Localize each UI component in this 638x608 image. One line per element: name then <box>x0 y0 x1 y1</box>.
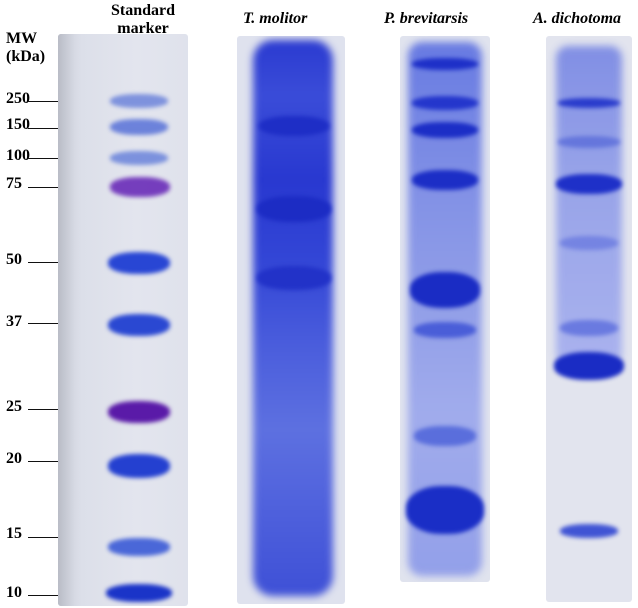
marker-band-37 <box>108 314 170 336</box>
a-dichotoma-band-4 <box>560 236 618 250</box>
t-molitor-band-mid1 <box>257 196 331 222</box>
marker-band-10 <box>106 584 172 602</box>
lane-t-molitor <box>237 36 345 604</box>
marker-band-100 <box>110 151 168 165</box>
p-brevitarsis-band-1 <box>412 58 478 70</box>
mw-label-10: 10 <box>6 584 22 601</box>
standard-marker-header-line1: Standard <box>111 2 176 19</box>
lane-a-dichotoma <box>546 36 632 602</box>
lane-header-t-molitor: T. molitor <box>243 10 308 27</box>
lane-p-brevitarsis <box>400 36 490 582</box>
t-molitor-band-mid2 <box>257 266 331 290</box>
t-molitor-band-top <box>259 116 329 136</box>
mw-label-100: 100 <box>6 147 30 164</box>
a-dichotoma-band-1 <box>558 98 620 108</box>
marker-band-20 <box>108 454 170 478</box>
a-dichotoma-band-2 <box>558 136 620 148</box>
mw-label-250: 250 <box>6 90 30 107</box>
standard-marker-header-line2: marker <box>117 20 169 37</box>
a-dichotoma-band-6 <box>554 352 624 380</box>
mw-header: MW (kDa) <box>6 30 45 66</box>
marker-band-50 <box>108 252 170 274</box>
mw-label-37: 37 <box>6 313 22 330</box>
marker-gel-strip <box>58 34 188 606</box>
p-brevitarsis-band-8 <box>406 486 484 534</box>
marker-band-15 <box>108 538 170 556</box>
mw-label-20: 20 <box>6 450 22 467</box>
p-brevitarsis-band-3 <box>412 122 478 138</box>
marker-band-250 <box>110 94 168 108</box>
marker-band-150 <box>110 119 168 135</box>
marker-band-25 <box>108 401 170 423</box>
a-dichotoma-band-7 <box>560 524 618 538</box>
mw-header-line2: (kDa) <box>6 48 46 65</box>
lane-header-a-dichotoma: A. dichotoma <box>533 10 622 27</box>
mw-label-25: 25 <box>6 398 22 415</box>
p-brevitarsis-band-7 <box>414 426 476 446</box>
mw-label-75: 75 <box>6 175 22 192</box>
a-dichotoma-band-5 <box>560 320 618 336</box>
mw-label-15: 15 <box>6 525 22 542</box>
mw-header-line1: MW <box>6 30 38 47</box>
a-dichotoma-band-3 <box>556 174 622 194</box>
p-brevitarsis-band-6 <box>414 322 476 338</box>
standard-marker-header: Standard marker <box>111 2 175 38</box>
p-brevitarsis-band-2 <box>412 96 478 110</box>
a-dichotoma-smear <box>556 46 622 366</box>
p-brevitarsis-band-4 <box>412 170 478 190</box>
p-brevitarsis-band-5 <box>410 272 480 308</box>
marker-band-75 <box>110 177 170 197</box>
mw-label-50: 50 <box>6 251 22 268</box>
lane-header-p-brevitarsis: P. brevitarsis <box>384 10 469 27</box>
mw-label-150: 150 <box>6 116 30 133</box>
gel-edge-shadow <box>58 34 74 606</box>
